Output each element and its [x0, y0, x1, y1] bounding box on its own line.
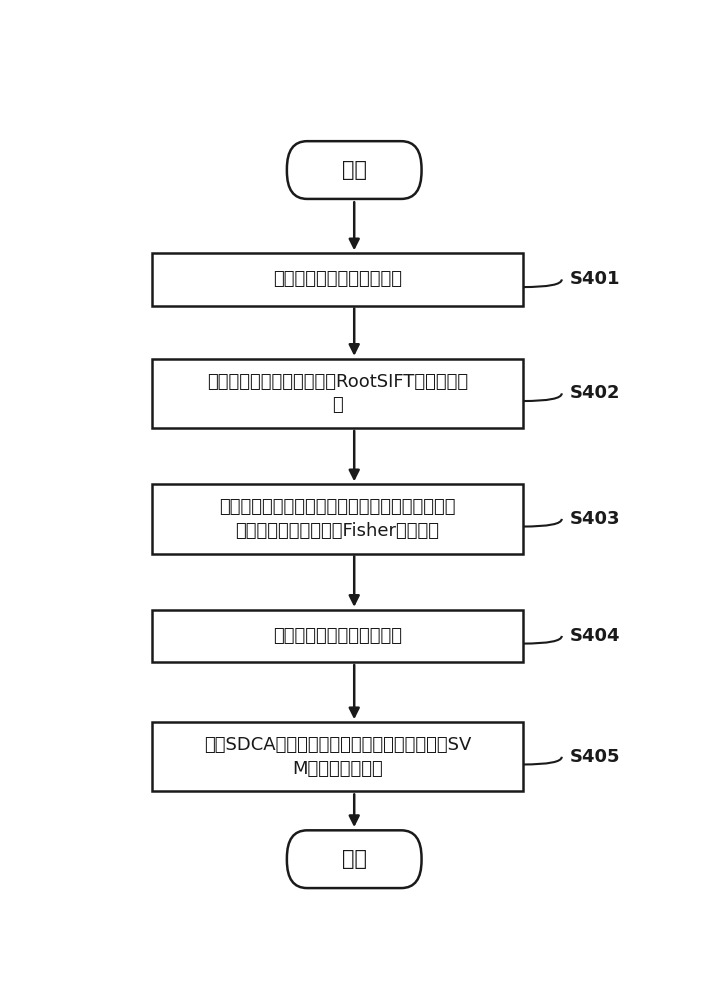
FancyBboxPatch shape: [287, 830, 421, 888]
Text: 对预处理后的超声图像采用RootSIFT进行特征提
取: 对预处理后的超声图像采用RootSIFT进行特征提 取: [207, 373, 468, 414]
Text: 开始: 开始: [342, 160, 367, 180]
FancyBboxPatch shape: [152, 610, 523, 662]
Text: S405: S405: [571, 748, 620, 766]
Text: S401: S401: [571, 270, 620, 288]
Text: S403: S403: [571, 510, 620, 528]
Text: 对提取的特征利用混合高斯模型进行变换，对变换
后的混合高斯模型进行Fisher向量编码: 对提取的特征利用混合高斯模型进行变换，对变换 后的混合高斯模型进行Fisher向…: [219, 498, 455, 540]
Text: S404: S404: [571, 627, 620, 645]
FancyBboxPatch shape: [152, 484, 523, 554]
FancyBboxPatch shape: [152, 722, 523, 791]
Text: 结束: 结束: [342, 849, 367, 869]
FancyBboxPatch shape: [152, 253, 523, 306]
Text: 对原始超声图像进行预处理: 对原始超声图像进行预处理: [273, 270, 402, 288]
Text: S402: S402: [571, 384, 620, 402]
FancyBboxPatch shape: [152, 359, 523, 428]
FancyBboxPatch shape: [287, 141, 421, 199]
Text: 采用SDCA对标准切面进行学习和识别，以提升SV
M分类器进行分类: 采用SDCA对标准切面进行学习和识别，以提升SV M分类器进行分类: [203, 736, 471, 778]
Text: 通过直方图归一化特征向量: 通过直方图归一化特征向量: [273, 627, 402, 645]
